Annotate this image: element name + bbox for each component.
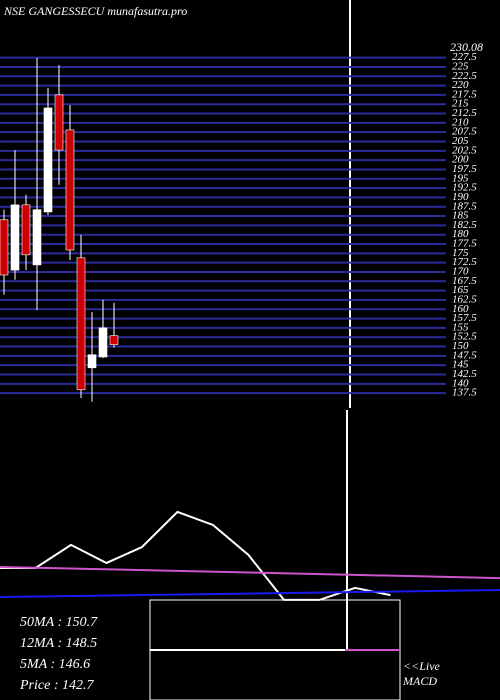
candle-body [43, 107, 53, 213]
y-tick-label: 185 [452, 210, 469, 222]
y-tick-label: 180 [452, 228, 469, 240]
live-label: <<Live [403, 659, 441, 673]
candle-body [65, 129, 75, 251]
y-tick-label: 175 [452, 247, 469, 259]
y-tick-label: 140 [452, 377, 469, 389]
y-tick-label: 147.5 [452, 349, 477, 361]
y-tick-label: 182.5 [452, 219, 477, 231]
y-tick-label: 192.5 [452, 182, 477, 194]
indicator-line [0, 565, 500, 580]
y-tick-label: 205 [452, 135, 469, 147]
y-tick-label: 202.5 [452, 144, 477, 156]
ma-label: 50MA : 150.7 [20, 615, 98, 630]
candle-body [76, 257, 86, 391]
candle-body [32, 209, 42, 266]
y-tick-label: 160 [452, 303, 469, 315]
indicator-line [0, 510, 391, 601]
y-tick-label: 152.5 [452, 331, 477, 343]
ma-label: 12MA : 148.5 [20, 636, 97, 651]
candle-body [87, 354, 97, 369]
y-tick-label: 145 [452, 359, 469, 371]
y-tick-label: 220 [452, 79, 469, 91]
macd-label: MACD [402, 674, 437, 688]
y-tick-label: 215 [452, 98, 469, 110]
indicator-line [0, 589, 500, 598]
y-tick-label: 212.5 [452, 107, 477, 119]
y-tick-label: 162.5 [452, 293, 477, 305]
y-tick-label: 195 [452, 172, 469, 184]
last-price-label: 230.08 [450, 40, 483, 54]
candle-body [10, 204, 20, 271]
candle-body [54, 94, 64, 151]
ma-label: 5MA : 146.6 [20, 657, 90, 672]
y-tick-label: 200 [452, 154, 469, 166]
ma-label: Price : 142.7 [19, 678, 94, 693]
y-tick-label: 137.5 [452, 387, 477, 399]
y-tick-label: 170 [452, 266, 469, 278]
y-tick-label: 210 [452, 116, 469, 128]
y-tick-label: 225 [452, 60, 469, 72]
y-tick-label: 177.5 [452, 238, 477, 250]
y-tick-label: 142.5 [452, 368, 477, 380]
y-tick-label: 165 [452, 284, 469, 296]
y-tick-label: 197.5 [452, 163, 477, 175]
y-tick-label: 227.5 [452, 51, 477, 63]
y-tick-label: 187.5 [452, 200, 477, 212]
y-tick-label: 167.5 [452, 275, 477, 287]
y-tick-label: 172.5 [452, 256, 477, 268]
candle-body [109, 335, 119, 345]
candle-body [21, 204, 31, 256]
y-tick-label: 190 [452, 191, 469, 203]
y-tick-label: 217.5 [452, 88, 477, 100]
y-tick-label: 155 [452, 321, 469, 333]
candle-body [98, 327, 108, 358]
candle-body [0, 219, 9, 276]
y-tick-label: 157.5 [452, 312, 477, 324]
y-tick-label: 207.5 [452, 126, 477, 138]
chart-title: NSE GANGESSECU munafasutra.pro [3, 4, 187, 18]
y-tick-label: 222.5 [452, 70, 477, 82]
y-tick-label: 150 [452, 340, 469, 352]
